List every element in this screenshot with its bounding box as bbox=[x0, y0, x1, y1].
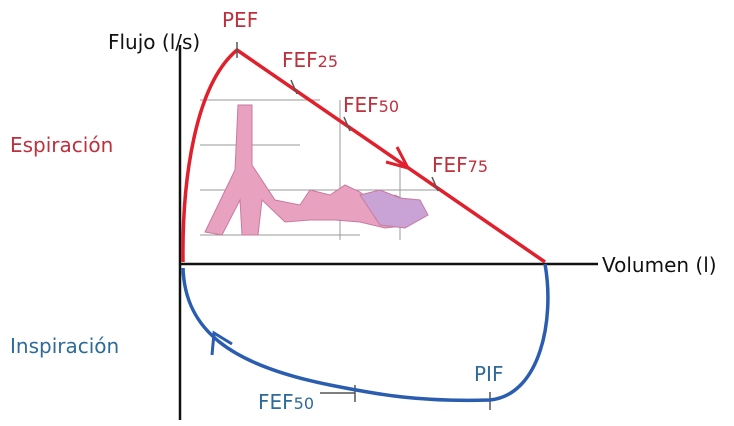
pef-label: PEF bbox=[222, 8, 258, 32]
expiration-label: Espiración bbox=[10, 133, 113, 157]
inspiration-label: Inspiración bbox=[10, 334, 119, 358]
fef75-label: FEF75 bbox=[432, 153, 488, 177]
fef50-insp-label: FEF50 bbox=[258, 390, 314, 414]
expiration-arrow bbox=[386, 147, 408, 168]
x-axis-label: Volumen (l) bbox=[602, 253, 717, 277]
lung-illustration bbox=[205, 105, 428, 235]
fef25-label: FEF25 bbox=[282, 48, 338, 72]
fef50-label: FEF50 bbox=[343, 93, 399, 117]
pif-label: PIF bbox=[474, 362, 503, 386]
y-axis-label: Flujo (l/s) bbox=[108, 30, 200, 54]
flow-volume-diagram: Flujo (l/s) Volumen (l) Espiración Inspi… bbox=[0, 0, 734, 422]
